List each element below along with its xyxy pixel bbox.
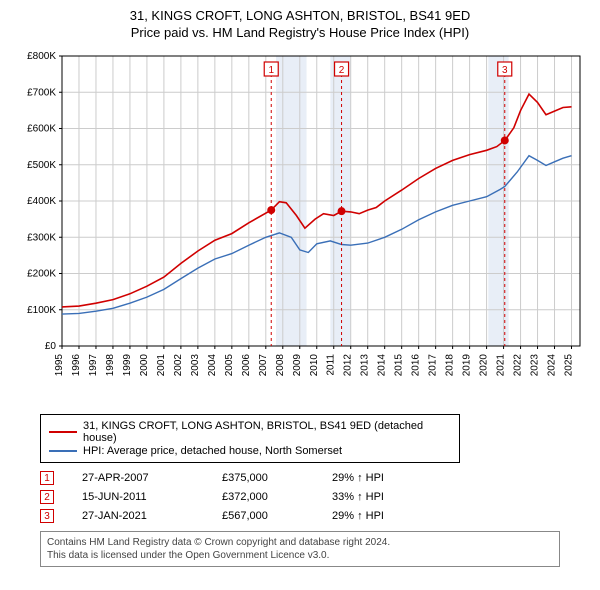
sales-date: 27-APR-2007 (82, 472, 222, 484)
svg-text:2001: 2001 (156, 354, 167, 377)
svg-text:£800K: £800K (27, 51, 56, 62)
svg-text:2018: 2018 (445, 354, 456, 377)
svg-text:2010: 2010 (309, 354, 320, 377)
sales-date: 27-JAN-2021 (82, 510, 222, 522)
attribution-line1: Contains HM Land Registry data © Crown c… (47, 536, 553, 549)
sales-marker-icon: 1 (40, 471, 54, 485)
chart-title-block: 31, KINGS CROFT, LONG ASHTON, BRISTOL, B… (10, 8, 590, 40)
svg-text:2015: 2015 (394, 354, 405, 377)
svg-text:1996: 1996 (71, 354, 82, 377)
sales-row: 2 15-JUN-2011 £372,000 33% ↑ HPI (40, 490, 590, 504)
svg-text:2009: 2009 (292, 354, 303, 377)
svg-text:1998: 1998 (105, 354, 116, 377)
sales-price: £372,000 (222, 491, 332, 503)
legend-swatch-property (49, 431, 77, 433)
sales-marker-icon: 3 (40, 509, 54, 523)
legend-item-property: 31, KINGS CROFT, LONG ASHTON, BRISTOL, B… (49, 420, 451, 444)
sales-price: £375,000 (222, 472, 332, 484)
svg-text:£400K: £400K (27, 196, 56, 207)
svg-text:2019: 2019 (462, 354, 473, 377)
svg-text:2012: 2012 (343, 354, 354, 377)
sales-table: 1 27-APR-2007 £375,000 29% ↑ HPI 2 15-JU… (40, 471, 590, 523)
svg-text:2002: 2002 (173, 354, 184, 377)
svg-text:£200K: £200K (27, 269, 56, 280)
svg-text:£500K: £500K (27, 160, 56, 171)
sales-row: 3 27-JAN-2021 £567,000 29% ↑ HPI (40, 509, 590, 523)
title-address: 31, KINGS CROFT, LONG ASHTON, BRISTOL, B… (10, 8, 590, 23)
svg-text:1995: 1995 (54, 354, 65, 377)
svg-text:2007: 2007 (258, 354, 269, 377)
svg-text:£700K: £700K (27, 87, 56, 98)
svg-text:2021: 2021 (496, 354, 507, 377)
svg-text:1999: 1999 (122, 354, 133, 377)
svg-text:2006: 2006 (241, 354, 252, 377)
svg-text:2016: 2016 (411, 354, 422, 377)
attribution-line2: This data is licensed under the Open Gov… (47, 549, 553, 562)
svg-text:2003: 2003 (190, 354, 201, 377)
legend: 31, KINGS CROFT, LONG ASHTON, BRISTOL, B… (40, 414, 460, 463)
svg-text:1997: 1997 (88, 354, 99, 377)
legend-item-hpi: HPI: Average price, detached house, Nort… (49, 445, 451, 457)
sales-row: 1 27-APR-2007 £375,000 29% ↑ HPI (40, 471, 590, 485)
svg-text:1: 1 (268, 65, 274, 76)
chart-area: £0 £100K £200K £300K £400K £500K £600K £700K £80… (10, 46, 590, 406)
svg-text:2017: 2017 (428, 354, 439, 377)
sales-date: 15-JUN-2011 (82, 491, 222, 503)
svg-text:2020: 2020 (479, 354, 490, 377)
svg-text:£600K: £600K (27, 124, 56, 135)
svg-text:£300K: £300K (27, 232, 56, 243)
sales-pct: 33% ↑ HPI (332, 491, 384, 503)
sales-marker-icon: 2 (40, 490, 54, 504)
chart-svg: £0 £100K £200K £300K £400K £500K £600K £700K £80… (10, 46, 590, 406)
sales-pct: 29% ↑ HPI (332, 510, 384, 522)
svg-text:2013: 2013 (360, 354, 371, 377)
svg-text:2023: 2023 (530, 354, 541, 377)
svg-text:£0: £0 (45, 341, 57, 352)
attribution-box: Contains HM Land Registry data © Crown c… (40, 531, 560, 567)
legend-label-property: 31, KINGS CROFT, LONG ASHTON, BRISTOL, B… (83, 420, 451, 444)
svg-text:2022: 2022 (513, 354, 524, 377)
svg-text:2014: 2014 (377, 354, 388, 377)
svg-text:£100K: £100K (27, 305, 56, 316)
sales-price: £567,000 (222, 510, 332, 522)
legend-swatch-hpi (49, 450, 77, 452)
svg-text:2025: 2025 (564, 354, 575, 377)
svg-text:3: 3 (502, 65, 508, 76)
svg-text:2004: 2004 (207, 354, 218, 377)
svg-text:2008: 2008 (275, 354, 286, 377)
svg-text:2011: 2011 (326, 354, 337, 376)
svg-text:2000: 2000 (139, 354, 150, 377)
svg-text:2024: 2024 (547, 354, 558, 377)
svg-text:2005: 2005 (224, 354, 235, 377)
title-subtitle: Price paid vs. HM Land Registry's House … (10, 25, 590, 40)
legend-label-hpi: HPI: Average price, detached house, Nort… (83, 445, 342, 457)
sales-pct: 29% ↑ HPI (332, 472, 384, 484)
svg-text:2: 2 (339, 65, 345, 76)
